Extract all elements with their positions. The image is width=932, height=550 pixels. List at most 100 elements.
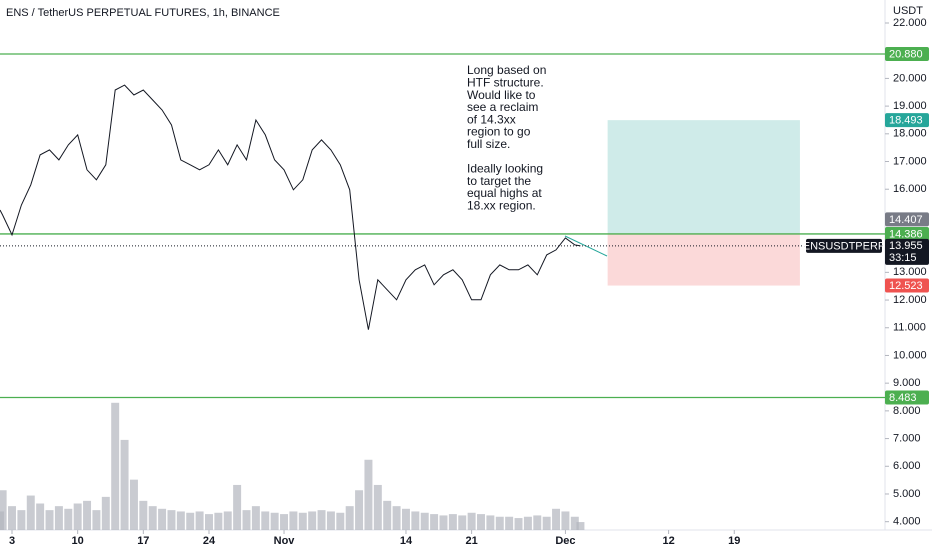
annotation-line: of 14.3xx [467, 112, 516, 126]
annotation-line: Ideally looking [467, 162, 543, 176]
annotation-line: Would like to [467, 88, 536, 102]
volume-bar [167, 510, 176, 530]
annotation-line: 18.xx region. [467, 198, 536, 212]
y-tick-label: 6.000 [893, 460, 921, 472]
x-tick-label: 21 [465, 535, 477, 547]
volume-bar [458, 515, 467, 530]
y-tick-label: 13.000 [893, 266, 927, 278]
stop-zone [607, 233, 800, 286]
price-line [0, 84, 581, 330]
volume-bar [111, 402, 120, 530]
price-tag-label: 13.955 [889, 240, 923, 252]
y-tick-label: 10.000 [893, 349, 927, 361]
target-zone [607, 120, 800, 234]
volume-bar [364, 459, 373, 530]
volume-bar [101, 496, 110, 530]
x-tick-label: 12 [662, 535, 674, 547]
y-tick-label: 20.000 [893, 72, 927, 84]
price-tag-label: 12.523 [889, 280, 923, 292]
volume-bar [83, 500, 92, 530]
chart-title: ENS / TetherUS PERPETUAL FUTURES, 1h, BI… [6, 7, 280, 19]
volume-bar [289, 511, 298, 530]
volume-bar [214, 512, 223, 530]
volume-bar [73, 503, 82, 530]
y-tick-label: 11.000 [893, 322, 926, 334]
price-tag [885, 113, 929, 128]
x-tick-label: 14 [400, 535, 413, 547]
price-tag [885, 47, 929, 62]
y-tick-label: 7.000 [893, 432, 921, 444]
volume-bar [467, 512, 476, 530]
annotation-line: see a reclaim [467, 100, 538, 114]
price-tag [885, 278, 929, 293]
price-tag [885, 226, 929, 241]
volume-bar [505, 516, 514, 530]
volume-bar [242, 510, 251, 530]
volume-bar [186, 512, 195, 530]
countdown: 33:15 [889, 252, 917, 264]
volume-bar [64, 508, 73, 530]
volume-bar [45, 510, 54, 530]
volume-bar [533, 515, 542, 530]
volume-bar [204, 514, 213, 530]
annotation-line: HTF structure. [467, 75, 544, 89]
y-tick-label: 19.000 [893, 100, 927, 112]
y-tick-label: 22.000 [893, 17, 927, 29]
x-tick-label: Dec [555, 535, 575, 547]
volume-bar [552, 508, 561, 530]
volume-bar [430, 514, 439, 530]
volume-bar [411, 511, 420, 530]
volume-bar [176, 511, 185, 530]
volume-bar [54, 506, 63, 530]
volume-bar [92, 510, 101, 530]
price-tag-label: 18.493 [889, 115, 923, 127]
price-tag [885, 212, 929, 227]
volume-bar [36, 503, 45, 530]
volume-bar [542, 516, 551, 530]
volume-bar [8, 506, 16, 530]
volume-bar [17, 510, 26, 530]
annotation-line: equal highs at [467, 186, 542, 200]
volume-bar [514, 518, 523, 530]
volume-bar [223, 511, 232, 530]
volume-bar [477, 514, 485, 530]
x-tick-label: Nov [274, 535, 296, 547]
y-tick-label: 12.000 [893, 294, 927, 306]
volume-bar [345, 506, 354, 530]
y-tick-label: 4.000 [893, 516, 921, 528]
price-tag-label: 14.407 [889, 214, 923, 226]
y-tick-label: 5.000 [893, 488, 921, 500]
volume-bar [148, 506, 157, 530]
volume-bar [129, 479, 138, 530]
x-tick-label: 3 [9, 535, 15, 547]
volume-bar [448, 514, 457, 530]
volume-bar [26, 495, 35, 530]
price-tag [885, 238, 929, 265]
volume-bar [486, 515, 495, 530]
volume-bar [261, 511, 270, 530]
volume-bar [326, 511, 335, 530]
volume-bar [298, 512, 307, 530]
annotation-line: Long based on [467, 63, 546, 77]
volume-bar [308, 511, 317, 530]
annotation-line: region to go [467, 125, 531, 139]
volume-bar [392, 506, 401, 530]
volume-bar [523, 516, 532, 530]
x-tick-label: 17 [137, 535, 149, 547]
volume-bar [270, 512, 279, 530]
volume-bar [439, 515, 448, 530]
annotation-line: to target the [467, 174, 531, 188]
y-axis-label: USDT [893, 5, 923, 17]
volume-bar [373, 484, 382, 530]
volume-bar [561, 511, 570, 530]
volume-bar [139, 500, 148, 530]
symbol-label: ENSUSDTPERP [803, 240, 886, 252]
volume-bar [401, 508, 410, 530]
y-tick-label: 8.000 [893, 405, 921, 417]
volume-bar [195, 511, 204, 530]
volume-bar [158, 508, 167, 530]
volume-bar [120, 439, 129, 530]
volume-bar [280, 514, 289, 530]
volume-bar [383, 500, 392, 530]
